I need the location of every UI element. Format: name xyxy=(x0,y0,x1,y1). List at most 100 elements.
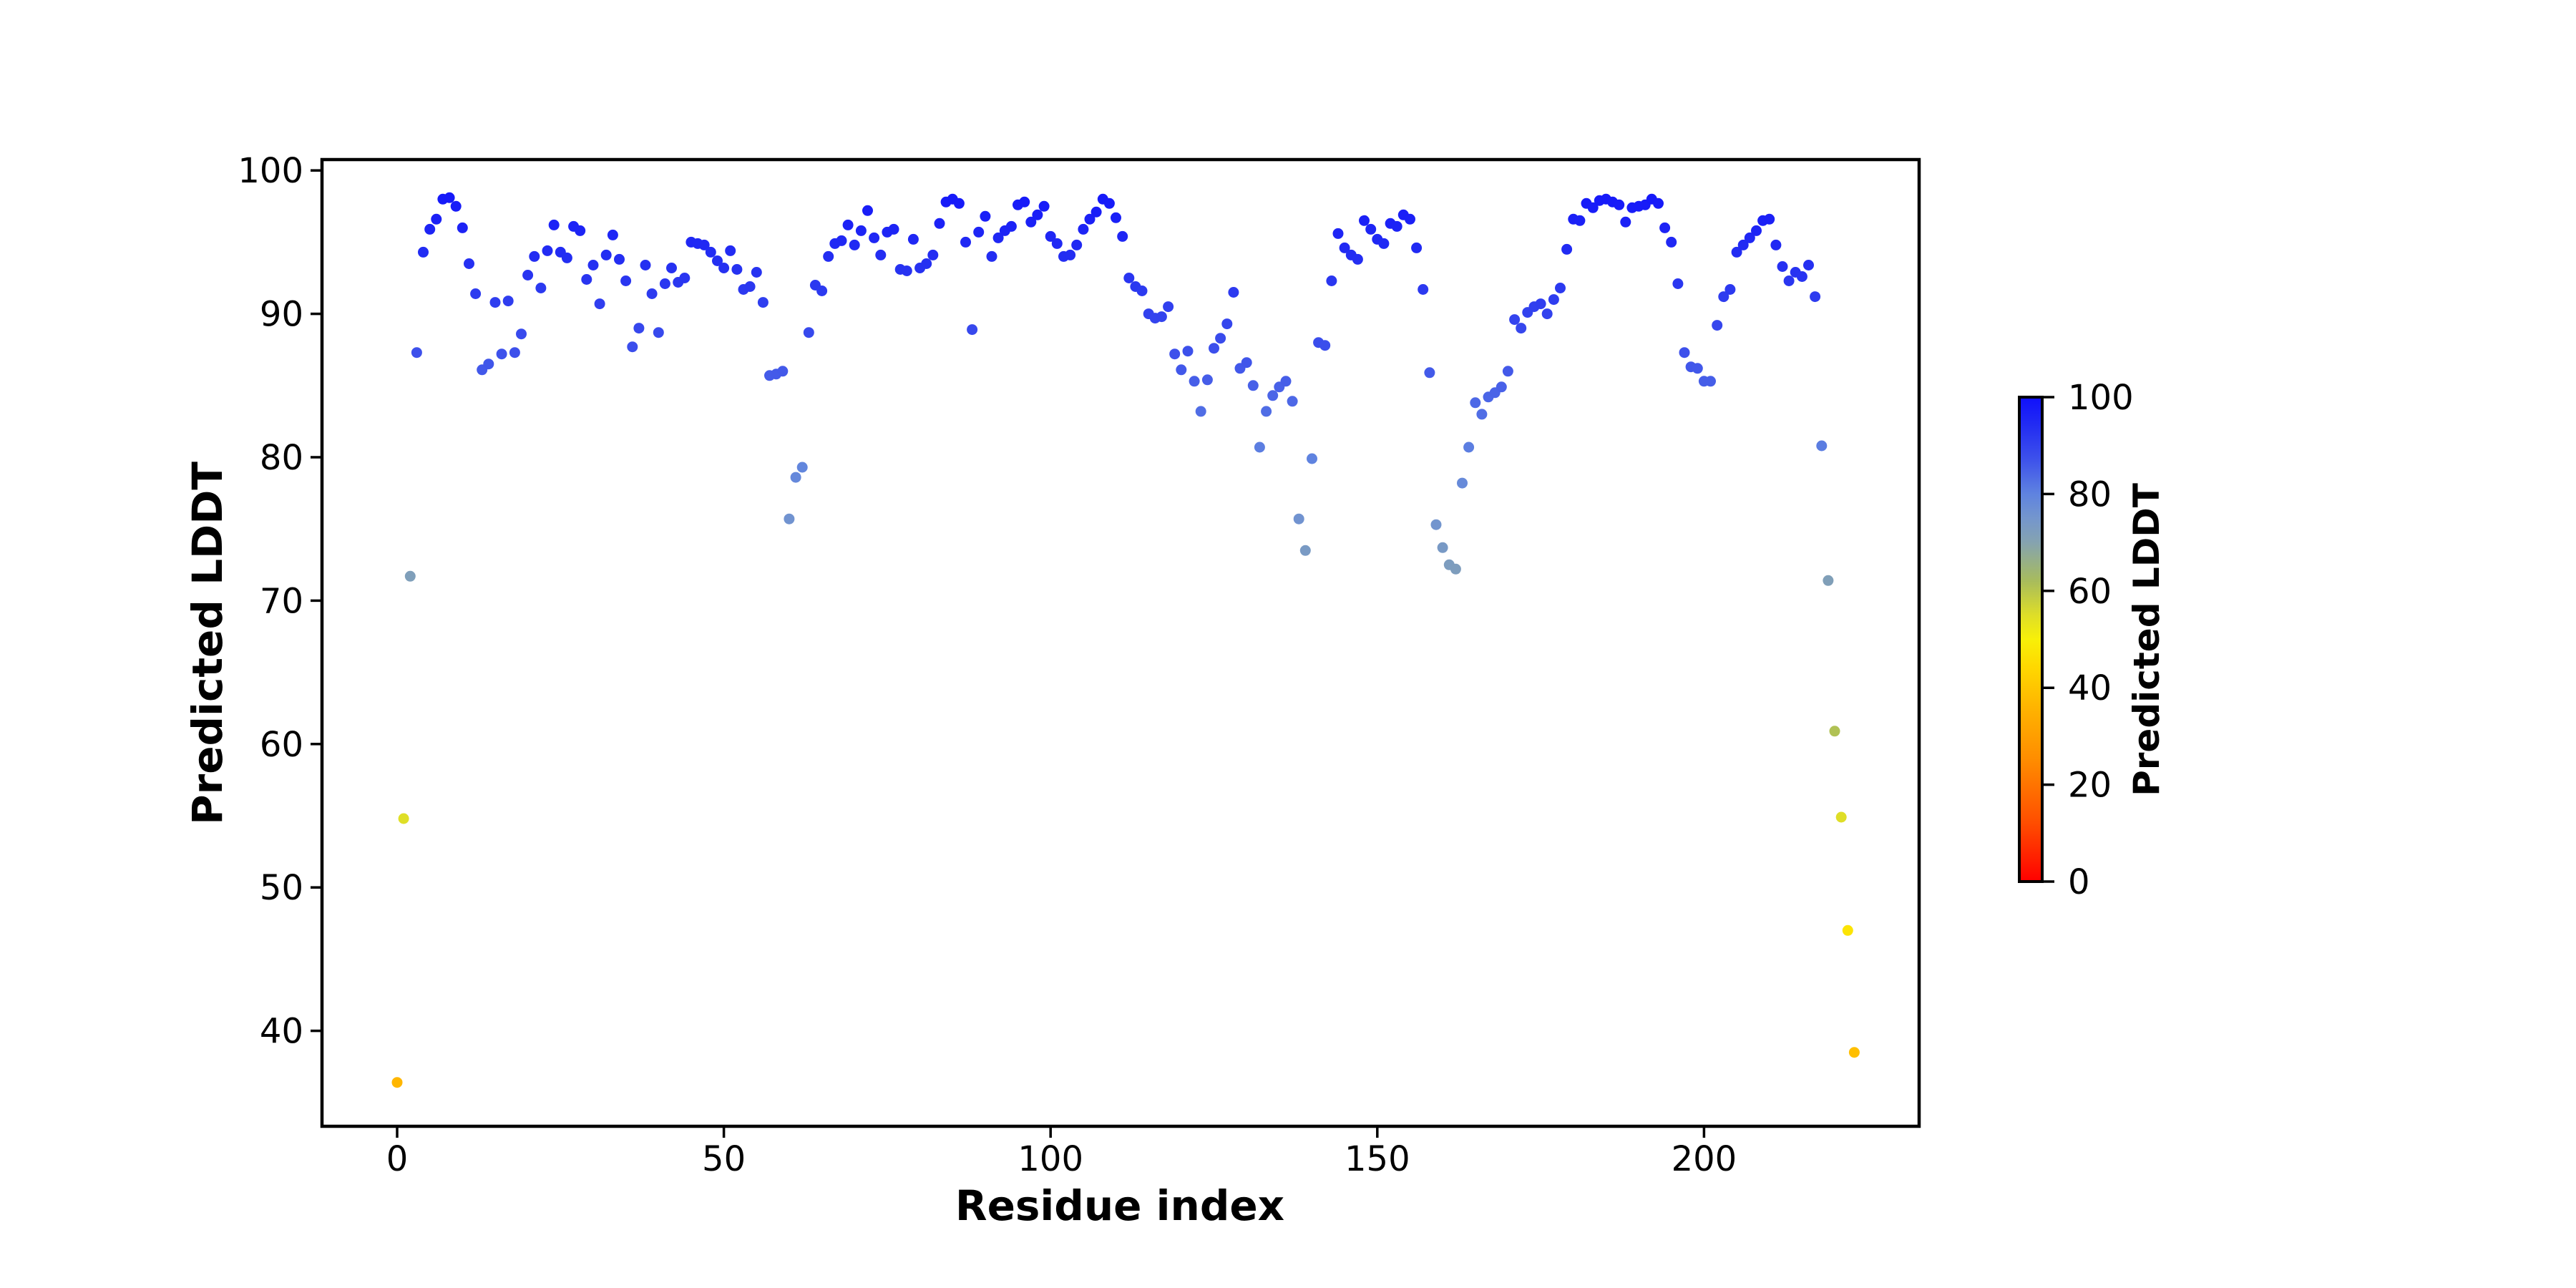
y-axis-label: Predicted LDDT xyxy=(183,462,232,825)
scatter-point xyxy=(1803,260,1814,270)
scatter-point xyxy=(424,223,436,235)
colorbar-tick-label: 60 xyxy=(2068,572,2112,612)
scatter-point xyxy=(1182,346,1194,357)
scatter-point xyxy=(614,253,625,265)
y-tick-label: 40 xyxy=(260,1012,303,1052)
scatter-point xyxy=(1287,396,1298,407)
scatter-point xyxy=(1319,340,1331,351)
scatter-point xyxy=(1307,453,1317,464)
scatter-point xyxy=(1470,397,1481,409)
scatter-point xyxy=(1705,376,1716,387)
scatter-point xyxy=(1209,343,1219,354)
scatter-point xyxy=(1241,357,1252,369)
scatter-point xyxy=(418,246,429,258)
scatter-point xyxy=(1509,314,1521,326)
scatter-point xyxy=(698,239,710,250)
scatter-point xyxy=(444,192,455,203)
scatter-point xyxy=(1659,222,1671,233)
scatter-point xyxy=(1672,278,1684,289)
scatter-point xyxy=(464,258,474,269)
scatter-point xyxy=(1378,238,1390,249)
scatter-point xyxy=(594,298,605,310)
scatter-point xyxy=(457,222,468,233)
scatter-point xyxy=(575,225,586,236)
scatter-point xyxy=(1359,215,1370,226)
colorbar-gradient-bar xyxy=(2019,397,2042,882)
colorbar: 0 20 40 60 80 100 xyxy=(2018,378,2134,902)
scatter-point xyxy=(1724,284,1736,295)
scatter-point xyxy=(784,513,795,525)
scatter-point xyxy=(986,250,997,262)
scatter-point xyxy=(1156,311,1167,323)
scatter-point xyxy=(1189,376,1200,387)
scatter-point xyxy=(1111,212,1121,223)
scatter-point xyxy=(1679,347,1690,358)
scatter-point xyxy=(1293,513,1304,525)
scatter-point xyxy=(967,324,978,336)
y-tick-label: 80 xyxy=(260,438,303,478)
scatter-point xyxy=(862,205,873,216)
scatter-point xyxy=(712,255,723,266)
scatter-point xyxy=(1783,275,1795,286)
colorbar-outline xyxy=(2018,396,2044,883)
scatter-point xyxy=(1502,366,1513,377)
scatter-point xyxy=(855,225,867,236)
scatter-point xyxy=(1084,213,1096,225)
scatter-point xyxy=(1796,271,1807,282)
scatter-point xyxy=(659,278,670,289)
scatter-point xyxy=(1751,225,1762,236)
y-tick-label: 90 xyxy=(260,295,303,335)
scatter-point xyxy=(1424,367,1435,379)
scatter-point xyxy=(927,249,939,260)
scatter-point xyxy=(1418,284,1429,295)
scatter-point xyxy=(1176,364,1187,376)
scatter-point xyxy=(1516,323,1527,334)
scatter-point xyxy=(1267,390,1279,401)
scatter-point xyxy=(744,281,756,292)
scatter-point xyxy=(1777,261,1788,272)
scatter-point xyxy=(973,226,985,238)
scatter-point xyxy=(391,1077,403,1088)
scatter-point xyxy=(431,213,442,225)
scatter-point xyxy=(869,232,880,243)
scatter-point xyxy=(1254,441,1265,453)
colorbar-tick-label: 20 xyxy=(2068,766,2112,806)
scatter-point xyxy=(1078,223,1089,235)
scatter-point xyxy=(666,263,677,273)
scatter-point xyxy=(1201,374,1213,386)
scatter-point xyxy=(1574,215,1586,226)
scatter-point xyxy=(1744,232,1755,243)
scatter-point xyxy=(1065,249,1076,260)
colorbar-label: Predicted LDDT xyxy=(2126,483,2167,796)
x-tick-label: 0 xyxy=(386,1139,409,1179)
scatter-point xyxy=(1339,242,1350,253)
scatter-point xyxy=(1620,216,1631,228)
scatter-point xyxy=(587,260,599,270)
scatter-point xyxy=(823,250,834,262)
scatter-point xyxy=(522,270,534,280)
scatter-point xyxy=(640,260,651,270)
scatter-point xyxy=(1332,228,1344,239)
x-tick-label: 150 xyxy=(1345,1139,1410,1179)
colorbar-tick-label: 100 xyxy=(2068,378,2134,418)
scatter-point xyxy=(1541,308,1553,320)
scatter-point xyxy=(1117,230,1128,242)
scatter-point xyxy=(1071,239,1083,250)
scatter-point xyxy=(934,218,945,229)
x-tick-label: 50 xyxy=(702,1139,746,1179)
scatter-point xyxy=(1280,376,1292,387)
scatter-point xyxy=(796,462,808,473)
scatter-point xyxy=(529,250,540,262)
scatter-point xyxy=(980,210,991,222)
scatter-point xyxy=(607,229,618,240)
scatter-point xyxy=(1712,320,1723,331)
scatter-point xyxy=(1457,477,1468,489)
x-tick-label: 200 xyxy=(1672,1139,1737,1179)
y-tick-label: 50 xyxy=(260,868,303,908)
scatter-point xyxy=(1450,563,1461,575)
scatter-point xyxy=(1247,380,1259,391)
scatter-point xyxy=(1535,298,1546,310)
scatter-point xyxy=(1045,230,1056,242)
scatter-point xyxy=(907,233,919,245)
